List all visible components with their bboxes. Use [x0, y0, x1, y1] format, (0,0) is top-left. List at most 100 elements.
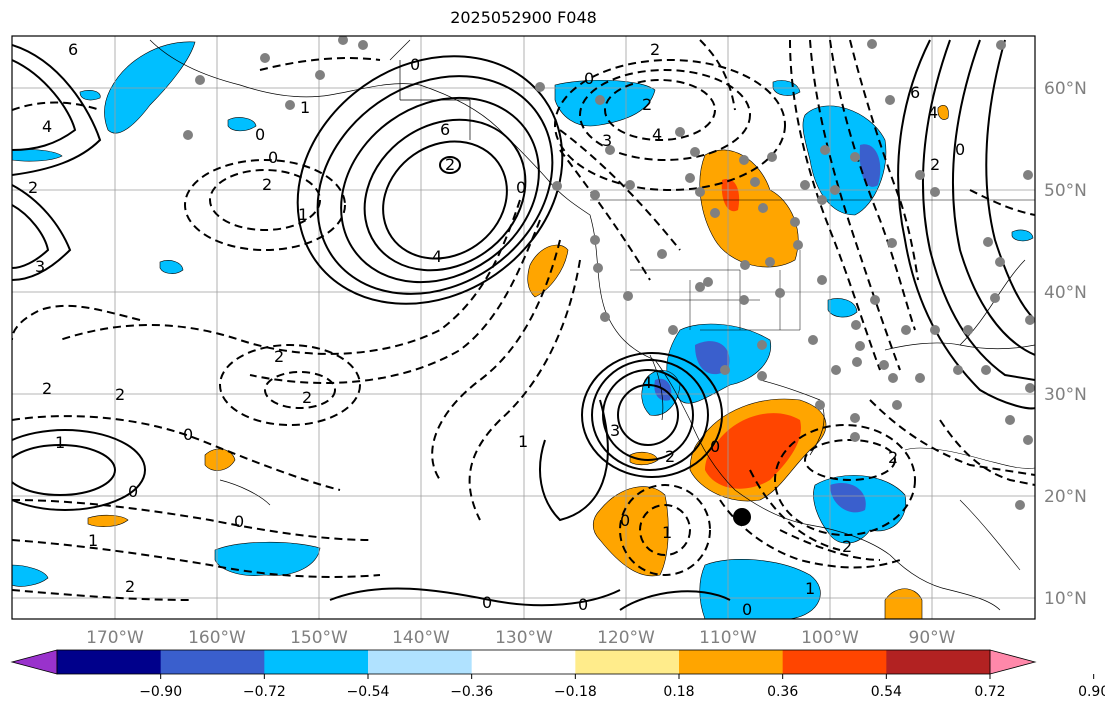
- colorbar-tick-label: −0.36: [450, 684, 493, 700]
- contour-label: 2: [125, 577, 135, 596]
- contour-label: 0: [620, 511, 630, 530]
- colorbar-segment: [471, 650, 576, 674]
- latitude-labels: 60°N 50°N 40°N 30°N 20°N 10°N: [1044, 79, 1087, 609]
- contour-label: 0: [578, 595, 588, 614]
- contour-label: 0: [128, 482, 138, 501]
- contour-label: 2: [642, 95, 652, 114]
- positive-anomaly-region: [629, 451, 659, 466]
- lon-label: 160°W: [188, 628, 246, 648]
- contour-label: 6: [440, 120, 450, 139]
- colorbar-tick-label: −0.72: [243, 684, 286, 700]
- negative-anomaly-region: [1011, 229, 1034, 242]
- lat-label: 40°N: [1044, 283, 1087, 303]
- colorbar-tick-label: −0.18: [554, 684, 597, 700]
- colorbar-segment: [679, 650, 784, 674]
- contour-label: 0: [183, 425, 193, 444]
- contour-label: 4: [42, 117, 52, 136]
- negative-anomaly-region: [79, 90, 101, 101]
- lon-label: 170°W: [86, 628, 144, 648]
- contour-label: 0: [268, 148, 278, 167]
- graticule: [12, 36, 1035, 619]
- positive-anomaly-region: [204, 448, 236, 471]
- contour-label: 1: [662, 523, 672, 542]
- colorbar-outline: [56, 649, 991, 675]
- colorbar-tick-label: 0.36: [767, 684, 798, 700]
- contour-label: 1: [805, 579, 815, 598]
- contour-label: 2: [650, 40, 660, 59]
- colorbar-segment: [368, 650, 473, 674]
- lon-label: 100°W: [801, 628, 859, 648]
- contour-label: 3: [35, 257, 45, 276]
- contour-label: 3: [602, 131, 612, 150]
- lon-label: 120°W: [597, 628, 655, 648]
- lon-label: 90°W: [909, 628, 956, 648]
- contour-label: 0: [710, 437, 720, 456]
- center-marker: [733, 508, 751, 526]
- map-border: [11, 35, 1036, 620]
- contour-label: 0: [584, 69, 594, 88]
- contour-label: 2: [42, 379, 52, 398]
- contour-label: 2: [445, 155, 455, 174]
- station-markers: [183, 36, 1035, 510]
- colorbar-segment: [782, 650, 887, 674]
- anomaly-fills: [12, 41, 1034, 619]
- positive-anomaly-region-core: [705, 413, 801, 489]
- lat-label: 10°N: [1044, 589, 1087, 609]
- negative-anomaly-region: [12, 564, 49, 587]
- lon-label: 140°W: [392, 628, 450, 648]
- contour-label: 6: [910, 83, 920, 102]
- colorbar-segment: [264, 650, 369, 674]
- colorbar-tick-label: 0.90: [1078, 684, 1105, 700]
- colorbar-tick-label: −0.54: [347, 684, 390, 700]
- negative-anomaly-region-core: [859, 144, 881, 187]
- positive-anomaly-region: [937, 105, 949, 120]
- colorbar-tick-label: −0.90: [139, 684, 182, 700]
- contour-label: 4: [642, 373, 652, 392]
- contour-label: 1: [300, 98, 310, 117]
- map-area: [12, 36, 1035, 619]
- positive-anomaly-region: [527, 244, 569, 298]
- negative-anomaly-region-core: [695, 341, 730, 375]
- contour-label: 0: [482, 593, 492, 612]
- colorbar-segment: [57, 650, 162, 674]
- map-title: 2025052900 F048: [450, 8, 597, 27]
- positive-anomaly-region: [592, 486, 669, 577]
- lon-label: 110°W: [699, 628, 757, 648]
- positive-anomaly-region: [884, 588, 923, 619]
- contour-label: 2: [262, 175, 272, 194]
- negative-anomaly-region: [214, 541, 321, 576]
- lon-label: 150°W: [290, 628, 348, 648]
- contour-label: 2: [665, 447, 675, 466]
- contour-label: 6: [68, 40, 78, 59]
- colorbar: −0.90 −0.72 −0.54 −0.36 −0.18 0.18 0.36 0.54 0.7…: [10, 649, 1105, 700]
- contour-value-labels: 6 2 4 0 2 0 1 2 0 6 2 4 2 0 3 4 2 0 1 2 …: [28, 40, 965, 619]
- contour-label: 2: [274, 347, 284, 366]
- contour-label: 0: [255, 125, 265, 144]
- contour-label: 0: [410, 55, 420, 74]
- contour-label: 2: [842, 537, 852, 556]
- positive-anomaly-region: [699, 149, 799, 268]
- longitude-labels: 170°W 160°W 150°W 140°W 130°W 120°W 110°…: [86, 628, 956, 648]
- lon-label: 130°W: [495, 628, 553, 648]
- negative-anomaly-region-core: [830, 482, 866, 513]
- lat-label: 60°N: [1044, 79, 1087, 99]
- contour-label: 1: [88, 531, 98, 550]
- negative-anomaly-region: [227, 117, 257, 132]
- positive-anomaly-region-core: [721, 179, 740, 212]
- contour-label: 4: [928, 103, 938, 122]
- contour-label: 2: [115, 385, 125, 404]
- positive-anomaly-region: [87, 514, 129, 527]
- negative-anomaly-region: [699, 558, 821, 619]
- colorbar-tick-label: 0.18: [663, 684, 694, 700]
- contour-label: 1: [518, 432, 528, 451]
- contour-label: 1: [55, 433, 65, 452]
- contour-label: 4: [652, 125, 662, 144]
- contour-label: 2: [930, 155, 940, 174]
- contour-label: 0: [234, 512, 244, 531]
- colorbar-segment: [886, 650, 991, 674]
- colorbar-tick-label: 0.54: [871, 684, 902, 700]
- contour-label: 1: [298, 205, 308, 224]
- contour-label: 2: [302, 388, 312, 407]
- colorbar-tick-label: 0.72: [974, 684, 1005, 700]
